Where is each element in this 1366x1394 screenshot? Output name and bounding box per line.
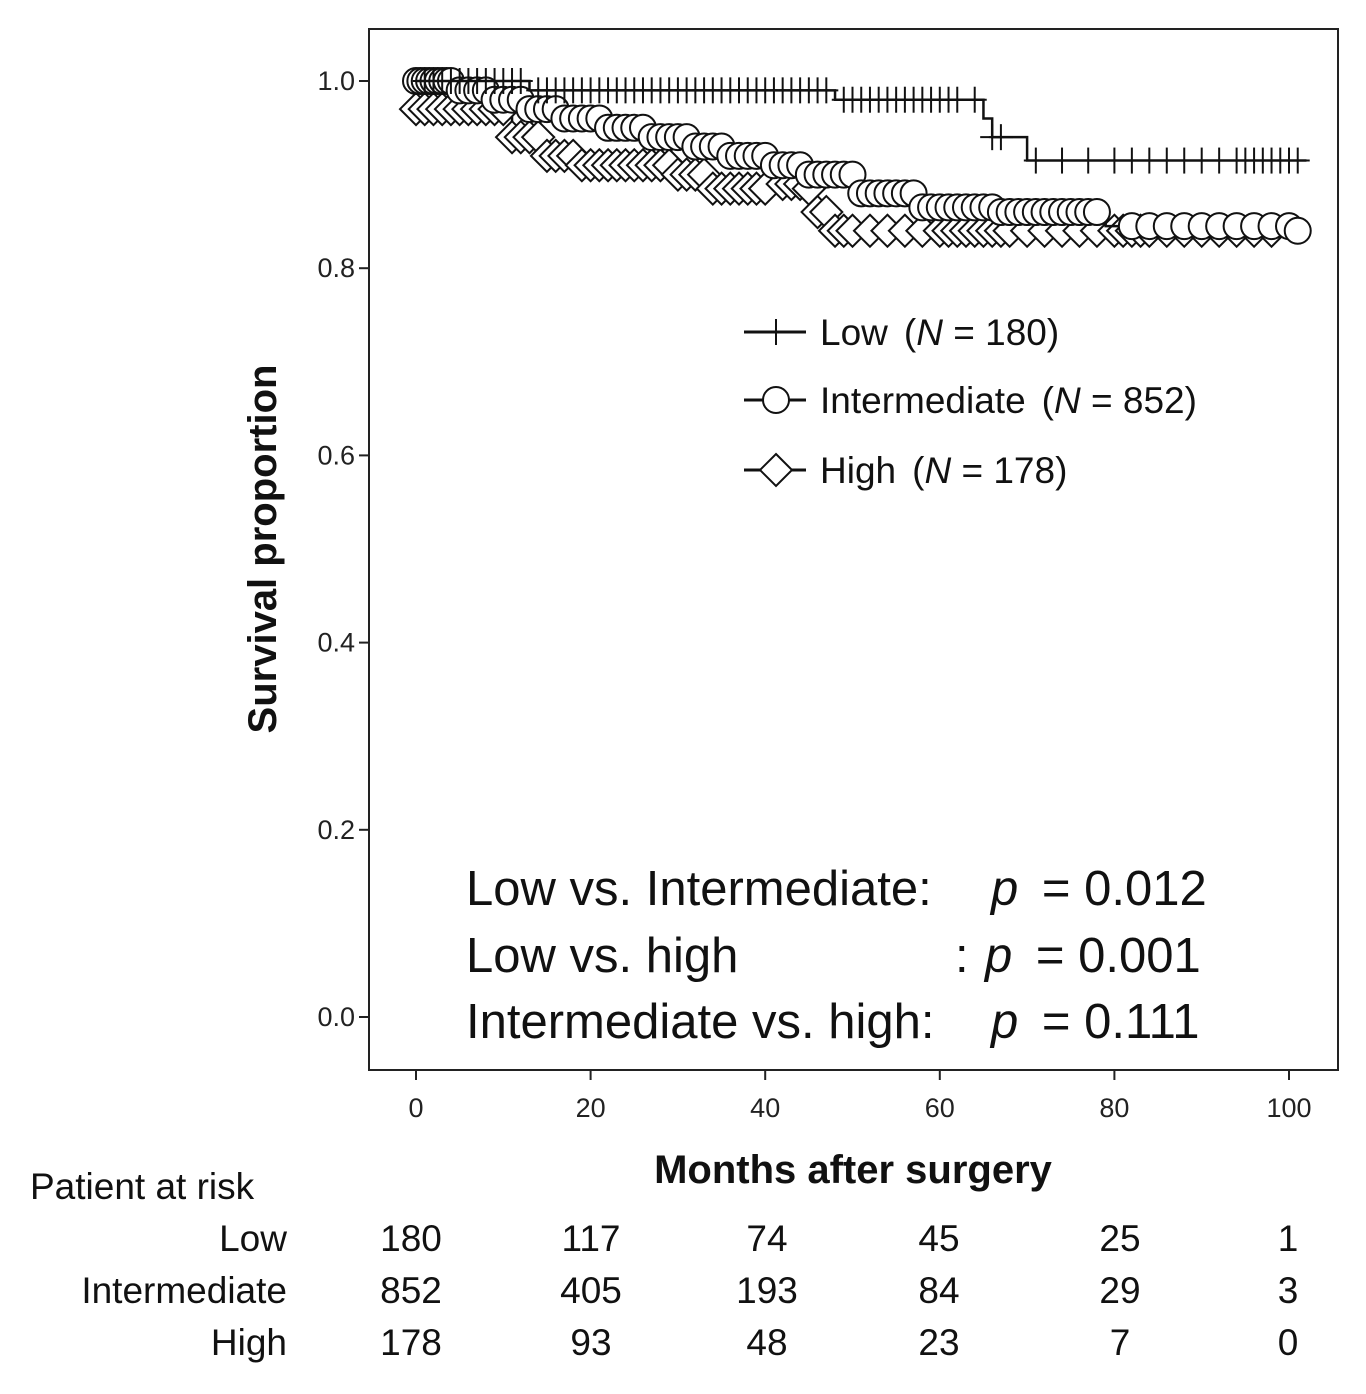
x-tick-label: 40 [750,1093,780,1123]
y-tick-label: 0.8 [317,253,355,283]
risk-cell: 3 [1278,1270,1299,1311]
risk-cell: 180 [380,1218,442,1259]
p-value-block: Low vs. Intermediate: p = 0.012 Low vs. … [466,862,1207,1049]
risk-cell: 84 [918,1270,959,1311]
risk-cell: 1 [1278,1218,1299,1259]
x-tick-label: 80 [1099,1093,1129,1123]
risk-row-label: Low [219,1218,287,1259]
risk-cell: 48 [746,1322,787,1363]
y-tick-label: 0.0 [317,1002,355,1032]
x-tick-label: 0 [408,1093,423,1123]
series-high [398,91,1289,249]
y-axis-title: Survival proportion [241,365,285,734]
risk-table: Patient at risk Low 180 117 74 45 25 1 Intermed… [30,1166,1298,1363]
legend: Low (N = 180) Intermediate (N = 852) High (N … [744,312,1197,491]
censor-low [1076,147,1101,174]
legend-label-high: High (N = 178) [820,450,1067,491]
risk-cell: 0 [1278,1322,1299,1363]
legend-marker-intermediate [762,386,790,414]
y-tick-label: 0.6 [317,440,355,470]
p-separator-2: : [955,929,969,983]
p-comparison-3: Intermediate vs. high: [466,995,934,1049]
plot-frame [368,28,1339,1071]
p-comparison-2: Low vs. high [466,929,738,983]
x-tick-label: 100 [1266,1093,1311,1123]
risk-row-label: High [211,1322,287,1363]
risk-cell: 29 [1099,1270,1140,1311]
p-value-line-2: Low vs. high : p = 0.001 [466,929,1201,983]
legend-marker-high [758,452,794,488]
legend-marker-low [764,319,788,345]
risk-table-title: Patient at risk [30,1166,255,1207]
legend-label-low: Low (N = 180) [820,312,1059,353]
p-value-line-1: Low vs. Intermediate: p = 0.012 [466,862,1207,916]
x-axis-title: Months after surgery [654,1148,1053,1192]
p-comparison-1: Low vs. Intermediate: [466,862,932,916]
p-stat-3: p [989,995,1018,1049]
censor-low [1285,147,1310,174]
risk-cell: 178 [380,1322,442,1363]
survival-curves [398,67,1312,249]
risk-cell: 117 [562,1218,621,1259]
y-tick-label: 0.2 [317,815,355,845]
censor-low [1050,147,1075,174]
censor-low [508,68,533,94]
risk-cell: 74 [746,1218,787,1259]
p-stat-2: p [983,929,1012,983]
y-tick-label: 0.4 [317,628,355,658]
censor-low [962,86,987,113]
risk-cell: 23 [918,1322,959,1363]
censor-low [814,77,839,104]
risk-cell: 25 [1099,1218,1140,1259]
censor-intermediate [1283,216,1312,245]
risk-cell: 7 [1110,1322,1131,1363]
x-tick-label: 60 [925,1093,955,1123]
risk-cell: 852 [380,1270,442,1311]
p-stat-1: p [989,862,1018,916]
p-value-line-3: Intermediate vs. high: p = 0.111 [466,995,1199,1049]
censor-intermediate [1082,198,1111,227]
y-tick-label: 1.0 [317,66,355,96]
risk-cell: 45 [918,1218,959,1259]
risk-cell: 193 [736,1270,798,1311]
axis-ticks: 0.0 0.2 0.4 0.6 0.8 1.0 0 20 40 60 80 100 [317,66,1311,1123]
series-low [412,68,1310,174]
risk-cell: 93 [570,1322,611,1363]
censor-low [988,124,1013,151]
risk-cell: 405 [560,1270,622,1311]
p-value-2: = 0.001 [1036,929,1201,983]
censor-low [1023,147,1048,174]
p-value-3: = 0.111 [1042,995,1200,1049]
x-tick-label: 20 [576,1093,606,1123]
risk-row-label: Intermediate [81,1270,287,1311]
curve-low [416,79,1307,162]
p-value-1: = 0.012 [1042,862,1207,916]
legend-label-intermediate: Intermediate (N = 852) [820,380,1197,421]
